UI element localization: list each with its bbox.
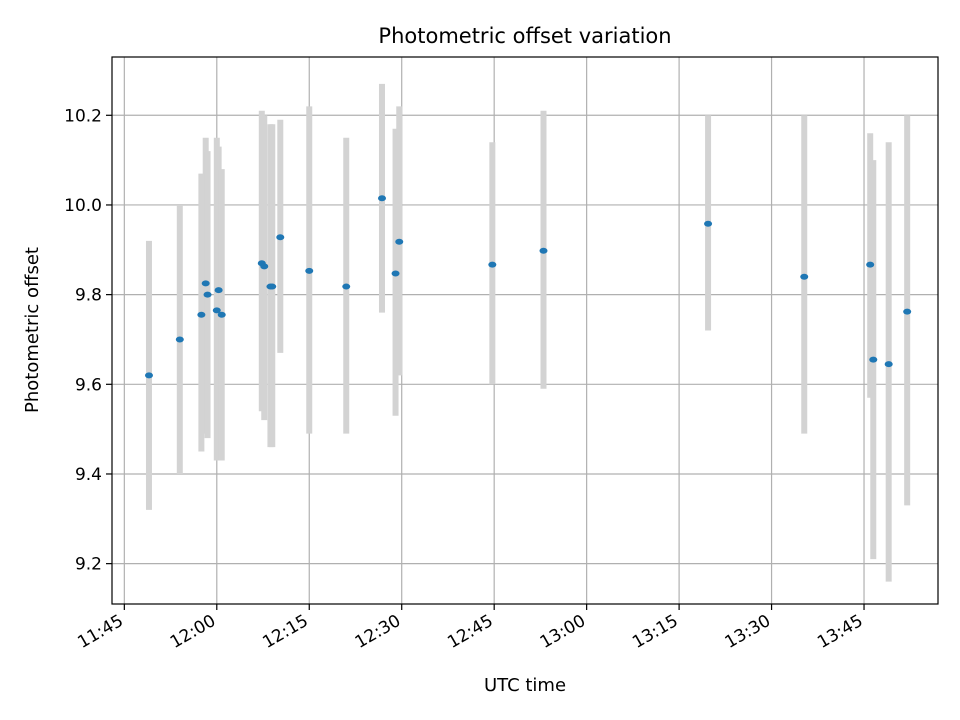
- data-point: [212, 307, 221, 314]
- data-point: [144, 372, 153, 379]
- data-point: [268, 283, 277, 290]
- data-point: [884, 361, 893, 368]
- data-point: [305, 267, 314, 274]
- y-tick-label: 9.4: [75, 465, 102, 485]
- data-point: [175, 336, 184, 343]
- y-axis-ticks: 9.2 9.4 9.6 9.8 10.0 10.2: [64, 106, 112, 575]
- data-point: [260, 263, 269, 270]
- data-point: [342, 283, 351, 290]
- y-tick-label: 10.0: [64, 196, 102, 216]
- y-tick-label: 9.6: [75, 375, 102, 395]
- data-point: [201, 280, 210, 287]
- data-point: [704, 220, 713, 227]
- y-axis-label: Photometric offset: [22, 247, 43, 413]
- plot-area-frame: [111, 56, 939, 605]
- data-point: [214, 287, 223, 294]
- data-point: [903, 308, 912, 315]
- data-point: [276, 234, 285, 241]
- data-points: [144, 195, 912, 379]
- data-point: [395, 238, 404, 245]
- y-tick-label: 10.2: [64, 106, 102, 126]
- data-point: [391, 270, 400, 277]
- data-point: [197, 311, 206, 318]
- data-point: [866, 261, 875, 268]
- data-point: [203, 291, 212, 298]
- data-point: [539, 247, 548, 254]
- y-tick-label: 9.2: [75, 555, 102, 575]
- x-axis-label: UTC time: [484, 675, 566, 696]
- data-point: [800, 273, 809, 280]
- chart-title: Photometric offset variation: [378, 24, 671, 48]
- data-point: [377, 195, 386, 202]
- data-point: [869, 356, 878, 363]
- data-point: [217, 311, 226, 318]
- y-tick-label: 9.8: [75, 286, 102, 306]
- data-point: [488, 261, 497, 268]
